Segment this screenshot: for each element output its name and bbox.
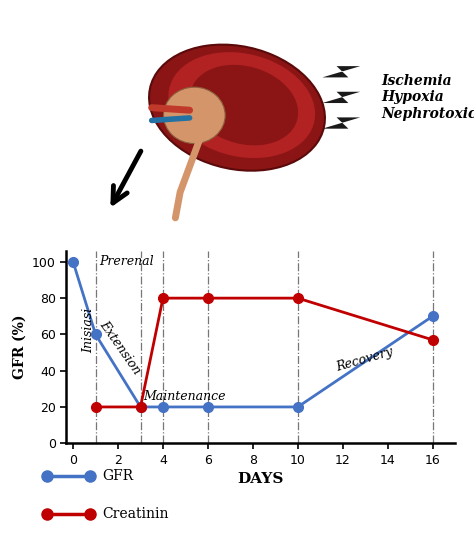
Text: GFR: GFR [102,469,133,483]
Ellipse shape [168,52,315,158]
Text: Maintenance: Maintenance [143,390,225,403]
X-axis label: DAYS: DAYS [237,472,284,486]
Text: Creatinin: Creatinin [102,507,168,521]
Text: Recovery: Recovery [335,345,395,374]
Polygon shape [322,117,360,129]
Text: Ischemia
Hypoxia
Nephrotoxic: Ischemia Hypoxia Nephrotoxic [382,74,474,121]
Polygon shape [322,92,360,103]
Ellipse shape [190,65,298,145]
Ellipse shape [164,87,225,144]
Polygon shape [322,66,360,77]
Text: Inisiasi: Inisiasi [82,308,95,354]
Ellipse shape [149,45,325,171]
Text: Extension: Extension [97,318,144,376]
Y-axis label: GFR (%): GFR (%) [12,315,27,379]
Text: Prerenal: Prerenal [99,255,154,269]
